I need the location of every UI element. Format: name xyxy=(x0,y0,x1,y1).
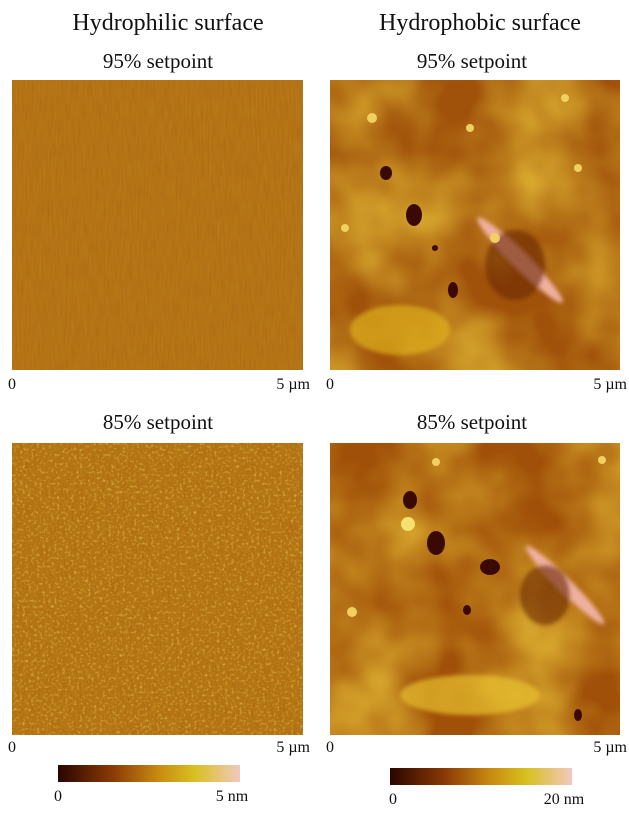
panel-label: 95% setpoint xyxy=(417,49,527,73)
axis-start: 0 xyxy=(8,739,16,756)
colorbar xyxy=(390,768,572,785)
afm-image xyxy=(12,80,303,370)
column-title: Hydrophilic surface xyxy=(72,10,263,36)
colorbar-max: 20 nm xyxy=(544,791,585,808)
panel-label: 95% setpoint xyxy=(103,49,213,73)
panel-label: 85% setpoint xyxy=(103,410,213,434)
axis-end: 5 µm xyxy=(593,376,627,393)
axis-start: 0 xyxy=(326,376,334,393)
axis-end: 5 µm xyxy=(276,376,310,393)
axis-end: 5 µm xyxy=(593,739,627,756)
panel-label: 85% setpoint xyxy=(417,410,527,434)
afm-image xyxy=(12,443,303,735)
axis-end: 5 µm xyxy=(276,739,310,756)
column-title: Hydrophobic surface xyxy=(379,10,581,36)
colorbar-max: 5 nm xyxy=(216,788,249,805)
colorbar xyxy=(58,765,240,782)
figure: Hydrophilic surface Hydrophobic surface … xyxy=(0,0,629,808)
afm-image xyxy=(330,80,620,370)
axis-start: 0 xyxy=(326,739,334,756)
afm-image xyxy=(330,443,620,735)
page: {"columns": [ {"title": "Hydrophilic sur… xyxy=(0,0,629,808)
colorbar-min: 0 xyxy=(389,791,397,808)
colorbar-min: 0 xyxy=(54,788,62,805)
axis-start: 0 xyxy=(8,376,16,393)
